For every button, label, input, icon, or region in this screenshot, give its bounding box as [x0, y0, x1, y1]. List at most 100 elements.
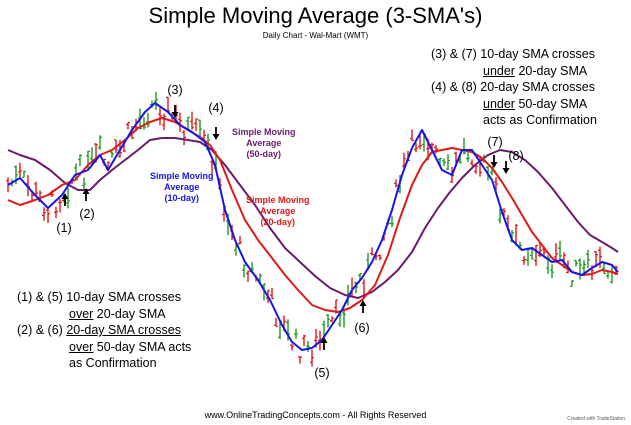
series-line-ma20: [7, 117, 619, 313]
price-bar: [578, 258, 582, 280]
price-bar: [270, 288, 274, 300]
price-bar: [418, 134, 422, 150]
signal-markers-group: (1) (2) (3) (4) (5) (6) (7) (8): [56, 83, 523, 380]
price-bar: [78, 154, 82, 167]
signal-marker: (5): [314, 337, 330, 380]
price-bar: [442, 158, 446, 166]
ma50-label: Simple Moving Average (50-day): [232, 127, 296, 159]
price-bar: [182, 130, 186, 146]
price-bar: [82, 177, 86, 191]
signal-arrow-head: [320, 337, 328, 343]
signal-marker: (4): [208, 101, 224, 140]
price-bars-group: [6, 91, 618, 367]
price-bar: [574, 259, 578, 267]
signal-marker: (2): [79, 188, 95, 221]
footer-copyright: www.OnlineTradingConcepts.com - All Righ…: [204, 410, 427, 420]
signal-arrow-head: [359, 300, 367, 306]
signal-marker: (6): [354, 300, 370, 335]
price-bar: [446, 154, 450, 170]
price-bar: [66, 187, 70, 209]
signal-marker: (3): [167, 83, 183, 118]
price-bar: [158, 107, 162, 126]
price-bar: [530, 248, 534, 260]
series-line-ma10: [7, 102, 619, 351]
price-bar: [302, 334, 306, 347]
signal-arrow-head: [61, 193, 69, 199]
price-bar: [610, 266, 614, 284]
price-bar: [526, 247, 530, 266]
price-bar: [246, 270, 250, 283]
signal-marker: (8): [502, 149, 524, 174]
price-bar: [462, 137, 466, 155]
price-bar: [310, 349, 314, 367]
signal-label: (8): [508, 149, 523, 163]
price-bar: [194, 118, 198, 132]
price-bar: [554, 243, 558, 263]
moving-average-lines-group: [7, 102, 619, 351]
price-bar: [238, 236, 242, 245]
price-bar: [126, 121, 130, 130]
price-bar: [186, 116, 190, 130]
signal-label: (3): [167, 83, 182, 97]
price-bar: [198, 119, 202, 138]
price-bar: [362, 279, 366, 296]
ma20-label: Simple Moving Average (20-day): [246, 195, 310, 227]
signal-label: (1): [56, 221, 71, 235]
chart-subtitle: Daily Chart - Wal-Mart (WMT): [262, 31, 369, 40]
price-bar: [586, 249, 590, 269]
signal-label: (2): [79, 207, 94, 221]
price-bar: [534, 244, 538, 266]
price-bar: [46, 206, 50, 223]
signal-marker: (7): [487, 135, 503, 168]
price-bar: [98, 135, 102, 150]
price-bar: [146, 112, 150, 128]
price-bar: [326, 314, 330, 328]
price-bar: [18, 162, 22, 180]
price-bar: [274, 317, 278, 328]
price-bar: [414, 142, 418, 153]
tradestation-credit: Created with TradeStation: [567, 416, 625, 422]
price-bar: [22, 170, 26, 178]
signal-label: (6): [354, 321, 369, 335]
price-bar: [54, 206, 58, 219]
signal-arrow-head: [502, 168, 510, 174]
price-bar: [42, 207, 46, 221]
price-bar: [298, 356, 302, 364]
price-bar: [602, 263, 606, 275]
price-bar: [378, 254, 382, 261]
price-bar: [162, 113, 166, 131]
price-bar: [550, 264, 554, 279]
price-bar: [110, 151, 114, 158]
price-bar: [330, 316, 334, 323]
signal-label: (5): [314, 366, 329, 380]
price-bar: [598, 246, 602, 268]
signal-arrow-head: [82, 188, 90, 194]
price-bar: [178, 112, 182, 132]
signal-arrow-head: [171, 112, 179, 118]
price-bar: [522, 256, 526, 265]
price-bar: [306, 341, 310, 353]
price-bar: [34, 181, 38, 197]
price-bar: [166, 96, 170, 112]
price-bar: [342, 308, 346, 328]
price-bar: [338, 314, 342, 327]
signal-marker: (1): [56, 193, 72, 235]
price-bar: [370, 247, 374, 256]
ma10-label: Simple Moving Average (10-day): [150, 171, 214, 203]
signal-arrow-head: [490, 162, 498, 168]
signal-label: (4): [208, 101, 223, 115]
price-bar: [294, 328, 298, 339]
price-bar: [242, 264, 246, 278]
signal-arrow-head: [212, 134, 220, 140]
signal-label: (7): [487, 135, 502, 149]
price-bar: [410, 129, 414, 142]
price-bar: [390, 216, 394, 228]
price-bar: [154, 91, 158, 110]
price-bar: [558, 240, 562, 260]
price-bar: [58, 199, 62, 213]
chart-title: Simple Moving Average (3-SMA's): [148, 3, 483, 28]
note-bearish-signals: (3) & (7) 10-day SMA crosses under 20-da…: [431, 47, 597, 127]
note-bullish-signals: (1) & (5) 10-day SMA crosses over 20-day…: [17, 290, 192, 370]
